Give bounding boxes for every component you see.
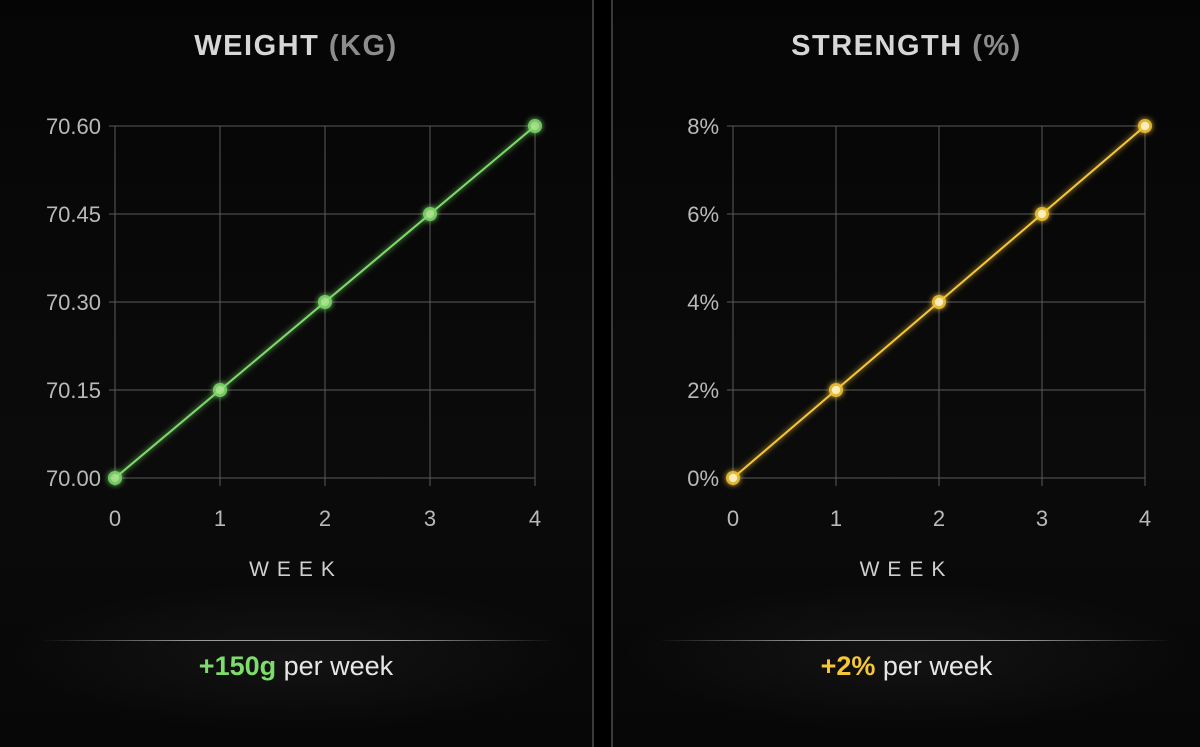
data-point <box>932 295 946 309</box>
strength-title-main: STRENGTH <box>791 30 963 62</box>
grid <box>109 125 536 486</box>
strength-panel: STRENGTH (%) 0% 2% 4% 6% 8% 0 1 2 3 4 WEEK +2% pe… <box>611 0 1200 747</box>
x-tick-label: 0 <box>109 506 121 531</box>
weight-title-main: WEIGHT <box>194 30 320 62</box>
y-tick-label: 0% <box>687 466 719 491</box>
strength-x-axis-label: WEEK <box>859 558 954 581</box>
weight-rate: +150g <box>198 651 277 681</box>
weight-chart-title: WEIGHT (KG) <box>0 30 592 63</box>
weight-rate-text: per week <box>283 651 394 681</box>
weight-line-chart: 70.00 70.15 70.30 70.45 70.60 0 1 2 3 4 <box>46 114 542 531</box>
y-tick-label: 70.00 <box>46 466 101 491</box>
data-point <box>528 119 542 133</box>
y-tick-label: 70.30 <box>46 290 101 315</box>
strength-line-chart: 0% 2% 4% 6% 8% 0 1 2 3 4 <box>687 114 1152 531</box>
x-tick-label: 1 <box>830 506 842 531</box>
x-tick-label: 1 <box>214 506 226 531</box>
strength-rate-text: per week <box>882 651 993 681</box>
y-tick-label: 6% <box>687 202 719 227</box>
strength-summary: +2% per week <box>613 651 1200 682</box>
x-tick-label: 3 <box>424 506 436 531</box>
data-point <box>318 295 332 309</box>
x-tick-label: 2 <box>319 506 331 531</box>
strength-title-unit: (%) <box>972 30 1022 62</box>
x-tick-label: 0 <box>727 506 739 531</box>
x-tick-label: 2 <box>933 506 945 531</box>
y-tick-label: 4% <box>687 290 719 315</box>
strength-chart-title: STRENGTH (%) <box>613 30 1200 63</box>
data-point <box>423 207 437 221</box>
strength-rate: +2% <box>820 651 876 681</box>
y-tick-label: 8% <box>687 114 719 139</box>
weight-divider <box>40 640 555 641</box>
y-tick-label: 70.45 <box>46 202 101 227</box>
y-tick-label: 70.15 <box>46 378 101 403</box>
weight-title-unit: (KG) <box>328 30 398 62</box>
data-point <box>1035 207 1049 221</box>
x-tick-label: 3 <box>1036 506 1048 531</box>
data-point <box>1138 119 1152 133</box>
panel-gap <box>594 0 611 747</box>
weight-panel: WEIGHT (KG) 70.00 70.15 70.30 70.45 70.60 0 1 2… <box>0 0 594 747</box>
y-tick-label: 2% <box>687 378 719 403</box>
data-point <box>726 471 740 485</box>
data-point <box>108 471 122 485</box>
weight-x-axis-label: WEEK <box>249 558 343 581</box>
data-point <box>829 383 843 397</box>
strength-divider <box>658 640 1173 641</box>
weight-summary: +150g per week <box>0 651 592 682</box>
x-tick-label: 4 <box>529 506 541 531</box>
data-point <box>213 383 227 397</box>
y-tick-label: 70.60 <box>46 114 101 139</box>
x-tick-label: 4 <box>1139 506 1151 531</box>
